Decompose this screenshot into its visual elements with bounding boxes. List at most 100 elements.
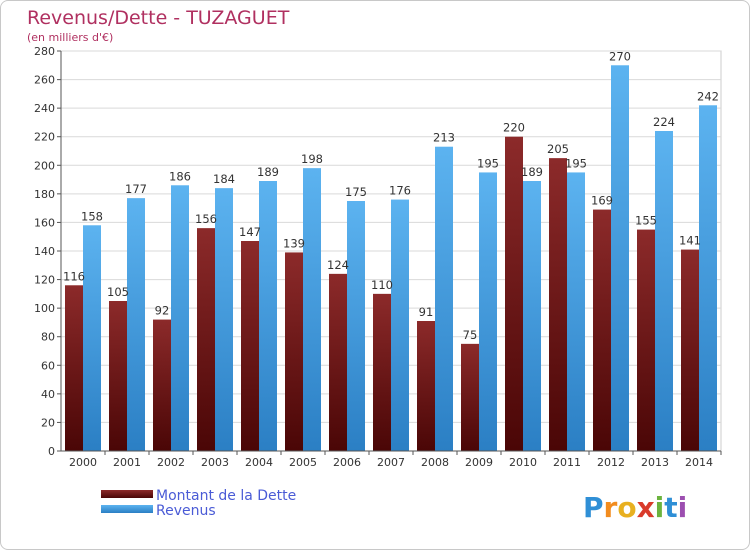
y-tick-label: 160 (34, 216, 55, 229)
y-tick-label: 120 (34, 274, 55, 287)
value-label-dette: 116 (63, 269, 85, 283)
bar-revenus (83, 225, 101, 451)
bar-revenus (655, 131, 673, 451)
y-tick-label: 20 (41, 416, 55, 429)
y-tick-label: 100 (34, 302, 55, 315)
bar-revenus (303, 168, 321, 451)
value-label-dette: 124 (327, 258, 349, 272)
value-label-revenus: 175 (345, 185, 367, 199)
x-tick-label: 2014 (685, 456, 713, 469)
chart-subtitle: (en milliers d'€) (27, 31, 113, 44)
value-label-dette: 220 (503, 121, 525, 135)
value-label-dette: 141 (679, 234, 701, 248)
value-label-revenus: 184 (213, 172, 235, 186)
value-label-revenus: 189 (521, 165, 543, 179)
x-tick-label: 2004 (245, 456, 273, 469)
value-label-dette: 92 (155, 304, 170, 318)
value-label-dette: 105 (107, 285, 129, 299)
logo-text: Proxiti (583, 491, 687, 524)
bar-dette (593, 209, 611, 451)
value-label-dette: 75 (463, 328, 478, 342)
bar-revenus (127, 198, 145, 451)
bar-dette (461, 343, 479, 451)
y-tick-label: 0 (48, 445, 55, 458)
bar-dette (241, 241, 259, 451)
x-tick-label: 2003 (201, 456, 229, 469)
bar-dette (197, 228, 215, 451)
value-label-revenus: 195 (477, 156, 499, 170)
x-tick-label: 2009 (465, 456, 493, 469)
bar-dette (109, 301, 127, 451)
legend-swatch-debt (101, 490, 153, 498)
bar-revenus (567, 172, 585, 451)
x-tick-label: 2005 (289, 456, 317, 469)
value-label-dette: 139 (283, 236, 305, 250)
legend-label-debt: Montant de la Dette (156, 488, 296, 504)
bar-dette (637, 229, 655, 451)
legend-label-revenus: Revenus (156, 503, 216, 519)
value-label-revenus: 189 (257, 165, 279, 179)
value-label-dette: 169 (591, 194, 613, 208)
value-label-dette: 155 (635, 214, 657, 228)
y-tick-label: 140 (34, 245, 55, 258)
y-axis: 0 20 40 60 80 100 120 140 160 180 200 220 240 260 280 (34, 45, 62, 458)
bar-dette (505, 136, 523, 451)
value-label-revenus: 186 (169, 169, 191, 183)
bar-revenus (391, 199, 409, 451)
x-tick-label: 2012 (597, 456, 625, 469)
x-tick-label: 2013 (641, 456, 669, 469)
proxiti-logo: Proxiti (583, 491, 687, 524)
bar-dette (549, 158, 567, 451)
bar-revenus (347, 201, 365, 451)
bar-revenus (479, 172, 497, 451)
x-tick-label: 2002 (157, 456, 185, 469)
value-label-revenus: 213 (433, 131, 455, 145)
bar-revenus (611, 65, 629, 452)
bar-revenus (171, 185, 189, 452)
legend: Montant de la Dette Revenus (101, 488, 296, 519)
bar-revenus (699, 105, 717, 452)
y-tick-label: 60 (41, 359, 55, 372)
value-label-revenus: 195 (565, 156, 587, 170)
x-axis: 2000 2001 2002 2003 2004 2005 2006 2007 2008 2009… (61, 450, 722, 469)
x-tick-label: 2007 (377, 456, 405, 469)
value-label-revenus: 158 (81, 209, 103, 223)
value-label-revenus: 177 (125, 182, 147, 196)
bar-dette (681, 249, 699, 451)
value-label-dette: 156 (195, 212, 217, 226)
value-label-dette: 147 (239, 225, 261, 239)
y-tick-label: 80 (41, 331, 55, 344)
bars (65, 65, 717, 452)
x-tick-label: 2006 (333, 456, 361, 469)
chart-title: Revenus/Dette - TUZAGUET (27, 7, 290, 29)
bar-revenus (523, 181, 541, 451)
y-tick-label: 220 (34, 131, 55, 144)
value-label-revenus: 270 (609, 49, 631, 63)
bar-dette (285, 252, 303, 451)
value-label-revenus: 224 (653, 115, 675, 129)
value-label-dette: 205 (547, 142, 569, 156)
y-tick-label: 200 (34, 159, 55, 172)
value-label-dette: 110 (371, 278, 393, 292)
x-tick-label: 2001 (113, 456, 141, 469)
bar-revenus (435, 146, 453, 451)
bar-dette (417, 321, 435, 451)
value-label-dette: 91 (419, 305, 434, 319)
x-tick-label: 2008 (421, 456, 449, 469)
value-label-revenus: 242 (697, 89, 719, 103)
y-tick-label: 260 (34, 74, 55, 87)
value-label-revenus: 176 (389, 184, 411, 198)
x-tick-label: 2010 (509, 456, 537, 469)
bar-dette (329, 273, 347, 451)
y-tick-label: 40 (41, 388, 55, 401)
value-labels: 116 158 105 177 92 186 156 184 147 189 139 198 124 17… (63, 49, 719, 342)
y-tick-label: 180 (34, 188, 55, 201)
x-tick-label: 2000 (69, 456, 97, 469)
bar-revenus (215, 188, 233, 451)
bar-revenus (259, 181, 277, 451)
bar-dette (373, 293, 391, 451)
y-tick-label: 240 (34, 102, 55, 115)
bar-dette (153, 319, 171, 451)
